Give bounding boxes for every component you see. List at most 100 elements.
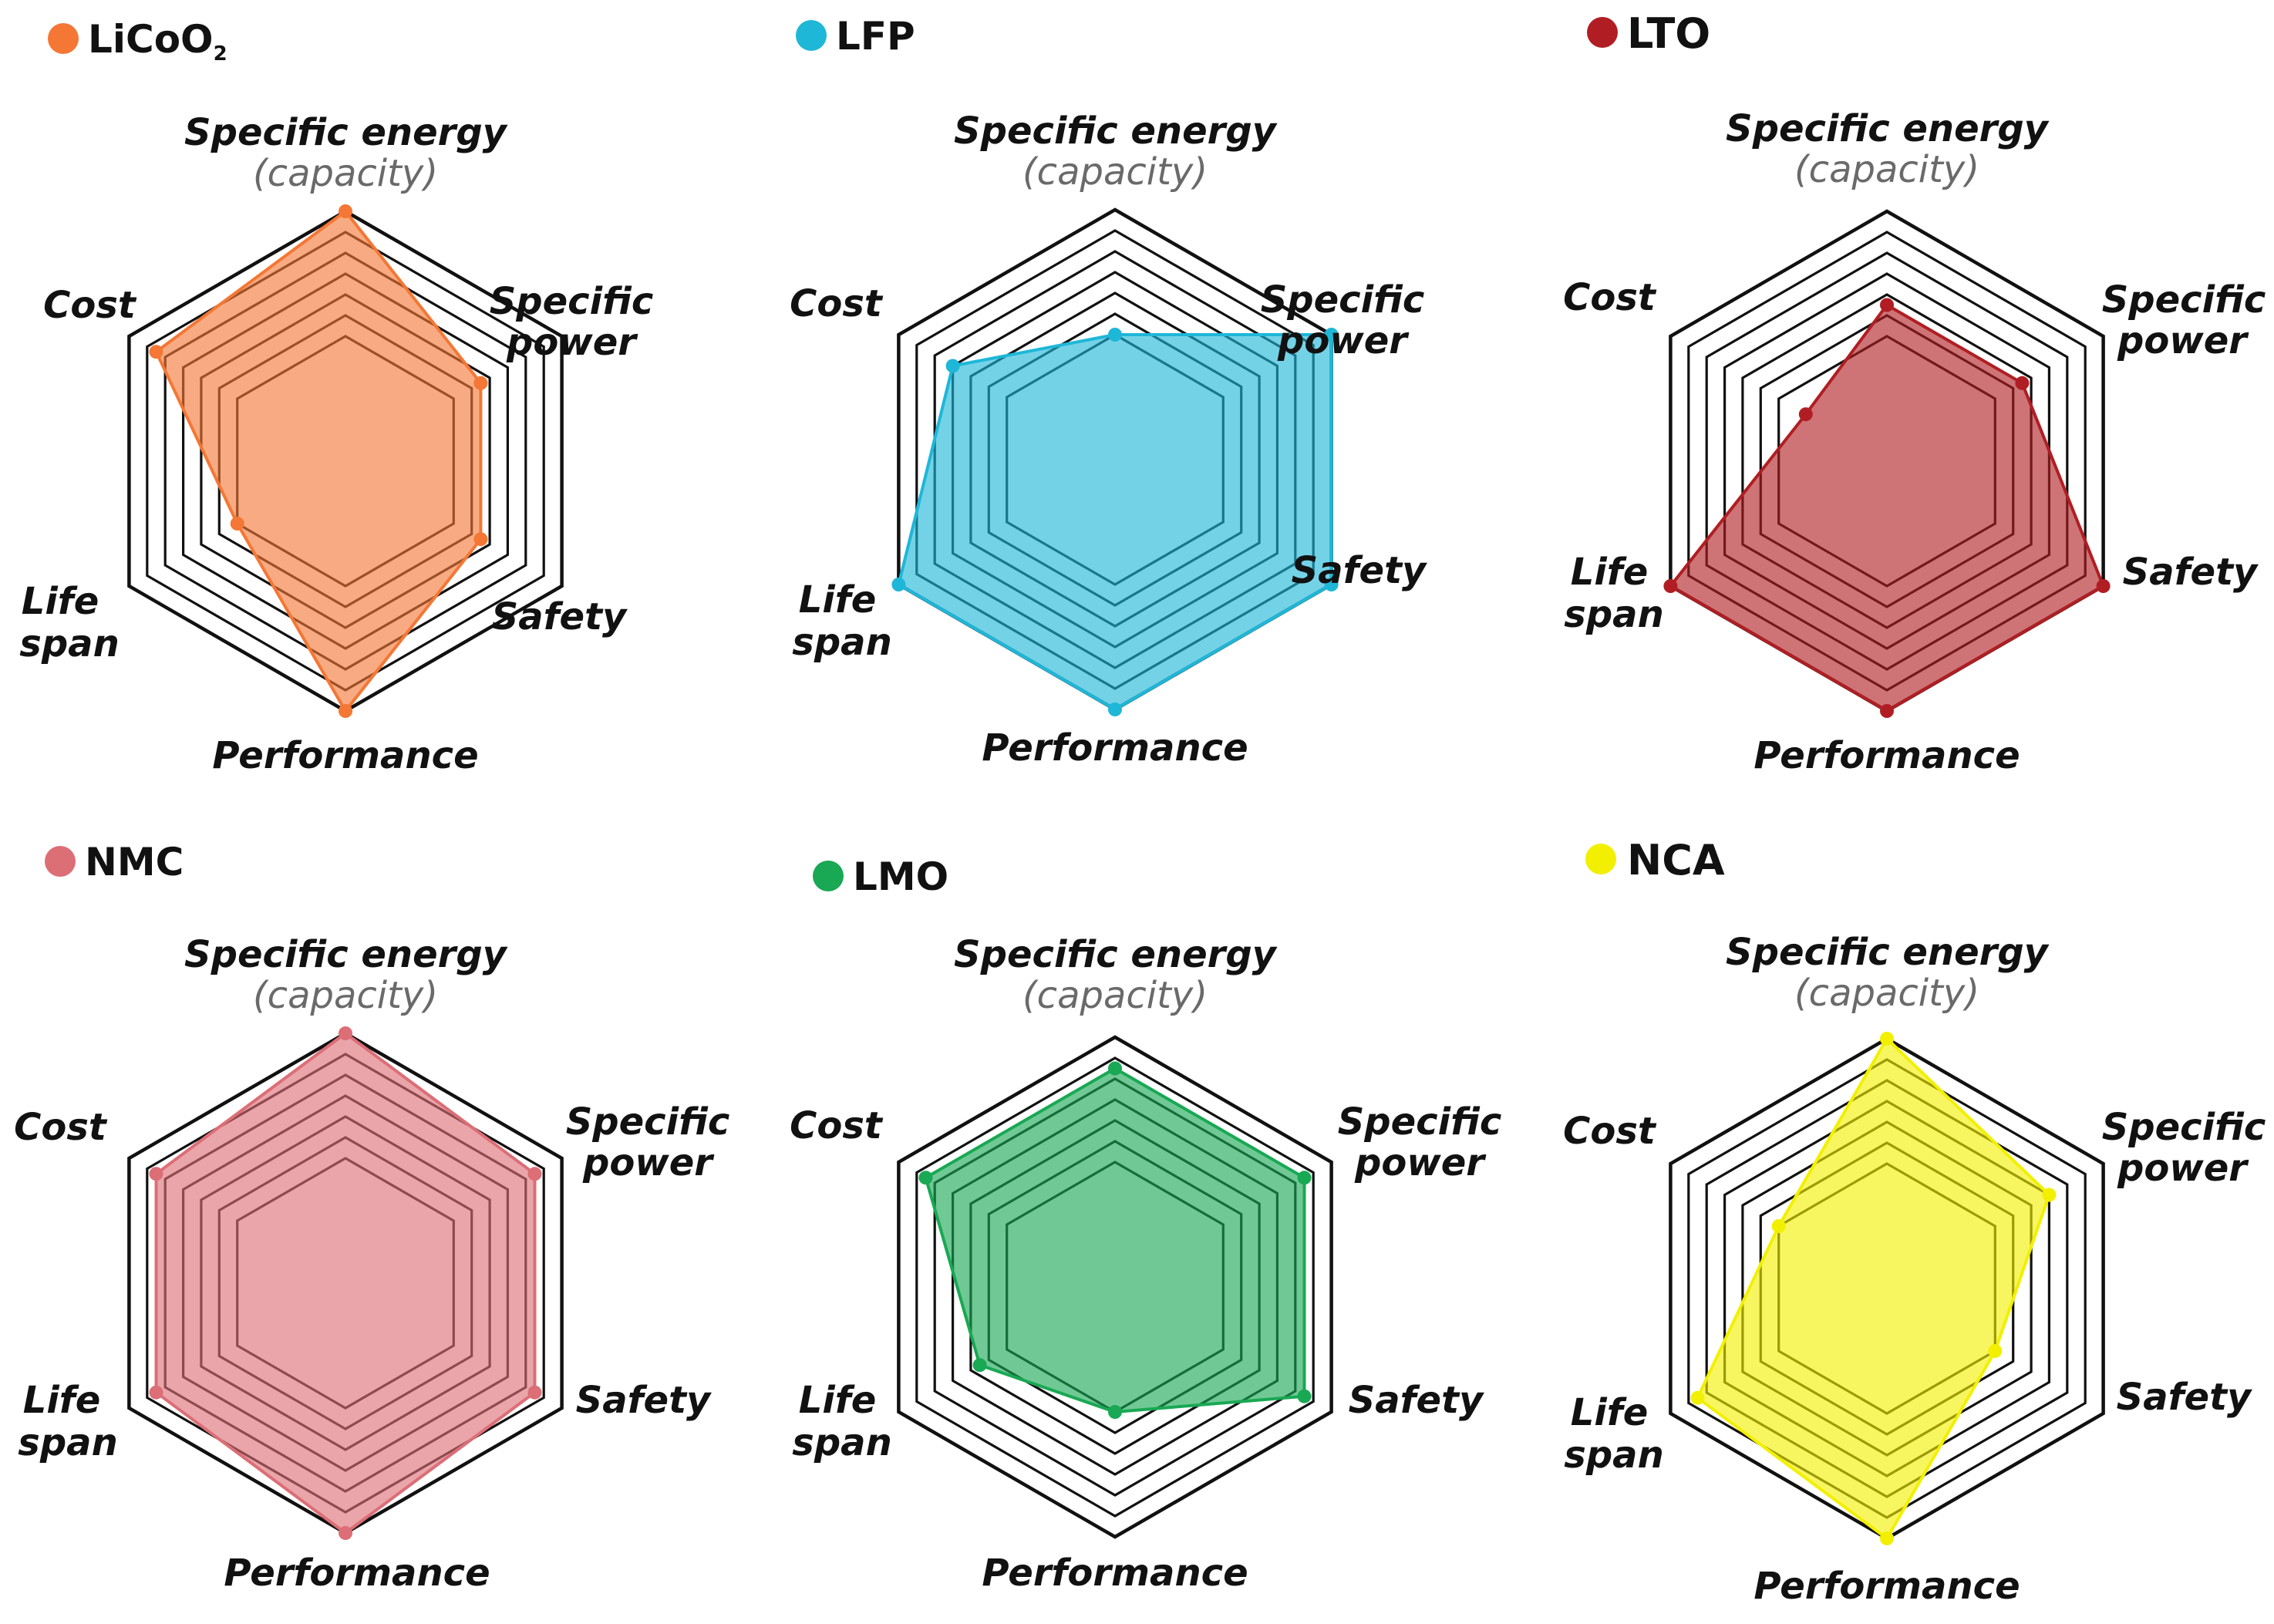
axis-label-specific-power: Specific bbox=[490, 280, 654, 323]
legend-lmo: LMO bbox=[813, 854, 948, 899]
radar-grid-ring bbox=[915, 1056, 1315, 1518]
legend-label: LTO bbox=[1627, 9, 1710, 58]
radar-axis-labels: Specific energy (capacity) Specific powe… bbox=[19, 111, 653, 777]
legend-label: LiCoO2 bbox=[88, 17, 227, 66]
axis-label-performance: Performance bbox=[982, 1552, 1248, 1595]
legend-label: LFP bbox=[836, 14, 915, 59]
radar-point-specific-energy bbox=[1108, 1061, 1122, 1076]
radar-point-safety bbox=[1324, 578, 1339, 591]
axis-label-safety: Safety bbox=[1349, 1379, 1484, 1422]
radar-series-area bbox=[154, 210, 483, 713]
axis-label-cost: Cost bbox=[1563, 1110, 1657, 1153]
axis-label-cost: Cost bbox=[790, 282, 884, 325]
axis-label-span: span bbox=[18, 1421, 118, 1464]
radar-point-performance bbox=[1880, 704, 1894, 718]
radar-axis-labels: Specific energy (capacity) Specific powe… bbox=[14, 933, 729, 1595]
radar-point-safety bbox=[1297, 1389, 1312, 1403]
legend-marker bbox=[796, 20, 827, 51]
radar-point-life-span bbox=[230, 517, 244, 531]
radar-axis-labels: Specific energy (capacity) Specific powe… bbox=[790, 933, 1501, 1595]
radar-panel-nmc: Specific energy (capacity) Specific powe… bbox=[14, 840, 729, 1595]
radar-point-performance bbox=[1880, 1531, 1894, 1545]
legend-marker bbox=[45, 846, 76, 877]
axis-label-power: power bbox=[582, 1141, 715, 1184]
axis-label-specific-power: Specific bbox=[566, 1100, 730, 1144]
axis-label-capacity: (capacity) bbox=[1022, 150, 1208, 194]
radar-axis-labels: Specific energy (capacity) Specific powe… bbox=[790, 110, 1427, 770]
axis-label-power: power bbox=[2117, 319, 2249, 362]
radar-point-specific-energy bbox=[339, 204, 352, 218]
radar-point-performance bbox=[339, 704, 352, 718]
axis-label-span: span bbox=[1564, 1434, 1664, 1477]
axis-label-power: power bbox=[2117, 1147, 2249, 1190]
axis-label-power: power bbox=[1277, 319, 1410, 362]
radar-point-cost bbox=[149, 1167, 163, 1181]
axis-label-safety: Safety bbox=[2117, 1376, 2252, 1419]
radar-axis-labels: Specific energy (capacity) Specific powe… bbox=[1563, 931, 2266, 1608]
radar-point-performance bbox=[1108, 702, 1122, 716]
legend-label: LMO bbox=[853, 854, 948, 899]
radar-data bbox=[149, 1026, 542, 1540]
radar-point-specific-energy bbox=[339, 1026, 352, 1040]
radar-data bbox=[891, 328, 1339, 716]
radar-point-specific-power bbox=[527, 1167, 542, 1181]
legend-marker bbox=[1585, 844, 1616, 874]
axis-label-capacity: (capacity) bbox=[1022, 974, 1208, 1017]
axis-label-performance: Performance bbox=[224, 1552, 490, 1595]
axis-label-safety: Safety bbox=[2123, 551, 2259, 594]
axis-label-specific-energy: Specific energy bbox=[954, 110, 1278, 153]
axis-label-capacity: (capacity) bbox=[253, 974, 438, 1017]
radar-series-area bbox=[1669, 303, 2105, 713]
axis-label-cost: Cost bbox=[790, 1104, 884, 1147]
radar-data bbox=[1690, 1032, 2057, 1545]
legend-lto: LTO bbox=[1587, 9, 1710, 58]
radar-point-safety bbox=[527, 1385, 542, 1400]
axis-label-cost: Cost bbox=[1563, 276, 1657, 319]
axis-label-life: Life bbox=[799, 1379, 876, 1422]
axis-label-power: power bbox=[1354, 1141, 1487, 1184]
radar-point-cost bbox=[1798, 407, 1813, 422]
axis-label-specific-power: Specific bbox=[1338, 1100, 1502, 1144]
legend-marker bbox=[813, 861, 844, 891]
legend-label: NCA bbox=[1627, 836, 1725, 884]
radar-point-performance bbox=[339, 1526, 352, 1540]
radar-point-life-span bbox=[1690, 1390, 1705, 1405]
radar-panel-lmo: Specific energy (capacity) Specific powe… bbox=[790, 854, 1501, 1595]
radar-grid-ring bbox=[897, 1035, 1333, 1539]
radar-data bbox=[918, 1061, 1312, 1419]
legend-marker bbox=[1587, 17, 1618, 48]
axis-label-span: span bbox=[792, 1421, 892, 1464]
radar-point-life-span bbox=[891, 578, 906, 591]
radar-point-cost bbox=[149, 345, 163, 359]
radar-data bbox=[149, 204, 488, 718]
axis-label-specific-energy: Specific energy bbox=[184, 111, 508, 154]
axis-label-specific-energy: Specific energy bbox=[954, 933, 1278, 976]
radar-point-life-span bbox=[1663, 579, 1678, 593]
axis-label-specific-power: Specific bbox=[2102, 1106, 2266, 1149]
axis-label-capacity: (capacity) bbox=[1794, 972, 1979, 1015]
radar-point-specific-power bbox=[473, 376, 488, 390]
radar-point-specific-power bbox=[2015, 376, 2030, 390]
radar-point-cost bbox=[918, 1171, 933, 1185]
radar-point-specific-power bbox=[1297, 1171, 1312, 1185]
radar-point-specific-power bbox=[2042, 1188, 2057, 1202]
axis-label-life: Life bbox=[22, 580, 99, 623]
axis-label-safety: Safety bbox=[576, 1379, 712, 1422]
radar-point-specific-energy bbox=[1108, 328, 1122, 342]
legend-nmc: NMC bbox=[45, 840, 184, 884]
axis-label-life: Life bbox=[1571, 1391, 1648, 1434]
radar-panel-licoo2: Specific energy (capacity) Specific powe… bbox=[19, 17, 653, 777]
axis-label-life: Life bbox=[23, 1379, 100, 1422]
radar-axis-labels: Specific energy (capacity) Specific powe… bbox=[1563, 107, 2266, 777]
axis-label-specific-power: Specific bbox=[1261, 278, 1425, 322]
radar-point-specific-power bbox=[1324, 328, 1339, 342]
radar-panel-lto: Specific energy (capacity) Specific powe… bbox=[1563, 9, 2266, 777]
legend-licoo2: LiCoO2 bbox=[48, 17, 227, 66]
axis-label-specific-energy: Specific energy bbox=[184, 933, 508, 976]
axis-label-span: span bbox=[19, 622, 120, 665]
axis-label-life: Life bbox=[799, 578, 876, 622]
axis-label-specific-power: Specific bbox=[2102, 278, 2266, 322]
axis-label-cost: Cost bbox=[43, 284, 137, 327]
radar-point-cost bbox=[945, 359, 960, 373]
